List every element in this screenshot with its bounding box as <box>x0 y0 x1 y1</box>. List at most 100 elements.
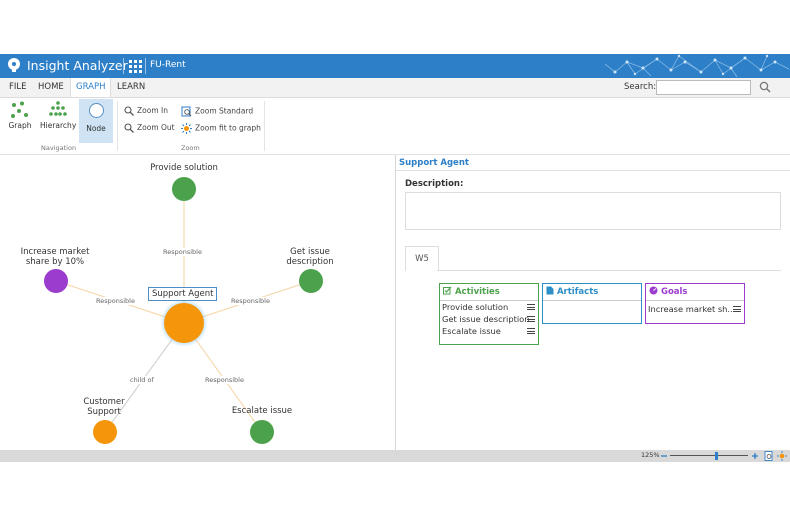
node-label-increase-market-2: share by 10% <box>25 257 85 267</box>
node-label-increase-market: Increase market <box>20 247 90 257</box>
title-divider <box>145 58 146 74</box>
zoom-in-button[interactable]: Zoom In <box>124 106 168 116</box>
project-name[interactable]: FU-Rent <box>150 60 186 70</box>
goal-item[interactable]: Increase market sh... <box>646 303 744 315</box>
edge-label: Responsible <box>205 376 244 384</box>
details-panel: Support Agent Description: W5 Activities… <box>396 155 790 450</box>
network-decoration-icon <box>605 54 790 78</box>
search-label: Search: <box>624 82 657 92</box>
navigation-group-label: Navigation <box>41 144 77 152</box>
graph-canvas[interactable]: Provide solution Increase market share b… <box>0 155 395 450</box>
artifacts-header: Artifacts <box>543 284 641 301</box>
item-menu-icon[interactable] <box>527 328 535 334</box>
item-menu-icon[interactable] <box>527 316 535 322</box>
activity-item[interactable]: Provide solution <box>440 301 538 313</box>
menu-bar: FILE HOME GRAPH LEARN Search: <box>0 78 790 98</box>
node-label-get-issue-2: description <box>286 257 334 267</box>
goal-item-label: Increase market sh... <box>648 304 736 314</box>
activity-item-label: Provide solution <box>442 302 509 312</box>
title-bar: Insight Analyzer FU-Rent <box>0 54 790 78</box>
node-provide-solution[interactable] <box>172 177 196 201</box>
search-input[interactable] <box>656 80 751 95</box>
zoom-fit-button[interactable]: Zoom fit to graph <box>181 123 261 134</box>
activity-item-label: Get issue description <box>442 314 530 324</box>
zoom-out-label: Zoom Out <box>137 123 175 132</box>
edge-label: Responsible <box>231 297 270 305</box>
node-get-issue-description[interactable] <box>299 269 323 293</box>
zoom-slider-track[interactable] <box>670 455 748 456</box>
goals-card: Goals Increase market sh... <box>645 283 745 324</box>
activity-item[interactable]: Escalate issue <box>440 325 538 337</box>
graph-layout-icon <box>11 101 28 118</box>
node-customer-support[interactable] <box>93 420 117 444</box>
details-divider <box>396 170 790 171</box>
gauge-icon <box>649 286 658 295</box>
node-label-escalate-issue: Escalate issue <box>231 406 293 416</box>
activities-header: Activities <box>440 284 538 301</box>
document-icon <box>546 286 554 295</box>
search-icon[interactable] <box>759 81 771 93</box>
graph-view-label: Graph <box>8 121 32 130</box>
activities-card: Activities Provide solution Get issue de… <box>439 283 539 345</box>
zoom-minus-icon[interactable] <box>660 452 668 460</box>
activity-item[interactable]: Get issue description <box>440 313 538 325</box>
item-menu-icon[interactable] <box>733 306 741 312</box>
zoom-fit-icon[interactable] <box>777 451 787 461</box>
item-menu-icon[interactable] <box>527 304 535 310</box>
activities-title: Activities <box>454 287 500 297</box>
status-bar: 125% <box>0 450 790 462</box>
graph-edges <box>44 177 323 444</box>
app-title: Insight Analyzer <box>27 58 128 73</box>
graph-view-button[interactable]: Graph <box>6 101 34 130</box>
hierarchy-view-button[interactable]: Hierarchy <box>40 101 76 130</box>
edge-label: Responsible <box>96 297 135 305</box>
ribbon-divider <box>117 101 118 151</box>
description-label: Description: <box>405 179 464 189</box>
zoom-standard-icon <box>181 106 192 117</box>
node-label-customer-support: Customer <box>83 397 125 407</box>
ribbon: Graph Hierarchy Node Navigation Zoom In … <box>0 98 790 155</box>
activity-item-label: Escalate issue <box>442 326 501 336</box>
zoom-plus-icon[interactable] <box>751 452 759 460</box>
details-title: Support Agent <box>399 158 469 168</box>
node-support-agent[interactable] <box>164 303 204 343</box>
goals-title: Goals <box>660 287 688 297</box>
hierarchy-view-label: Hierarchy <box>40 121 77 130</box>
edge-label: child of <box>130 376 154 384</box>
zoom-percentage: 125% <box>641 451 660 459</box>
menu-file[interactable]: FILE <box>9 82 27 92</box>
tab-w5[interactable]: W5 <box>405 246 439 271</box>
zoom-fit-label: Zoom fit to graph <box>195 123 261 133</box>
node-escalate-issue[interactable] <box>250 420 274 444</box>
zoom-out-icon <box>124 123 134 133</box>
menu-graph[interactable]: GRAPH <box>70 78 112 97</box>
panel-splitter[interactable] <box>395 155 396 450</box>
description-field[interactable] <box>405 192 781 230</box>
menu-home[interactable]: HOME <box>38 82 64 92</box>
apps-grid-icon[interactable] <box>129 60 142 73</box>
node-label-customer-support-2: Support <box>87 407 121 417</box>
title-divider <box>123 58 124 74</box>
tab-divider <box>437 270 781 271</box>
node-view-button[interactable]: Node <box>79 99 113 143</box>
hierarchy-layout-icon <box>49 101 67 116</box>
zoom-fit-icon <box>181 123 192 134</box>
zoom-slider-thumb[interactable] <box>715 452 718 460</box>
artifacts-title: Artifacts <box>556 287 599 297</box>
node-increase-market[interactable] <box>44 269 68 293</box>
menu-learn[interactable]: LEARN <box>117 82 146 92</box>
node-label-provide-solution: Provide solution <box>150 163 218 173</box>
zoom-out-button[interactable]: Zoom Out <box>124 123 175 133</box>
node-label-get-issue: Get issue <box>290 247 330 257</box>
artifacts-card: Artifacts <box>542 283 642 324</box>
app-window: Insight Analyzer FU-Rent FILE HOME GR <box>0 54 790 462</box>
node-view-label: Node <box>86 124 106 133</box>
zoom-standard-icon[interactable] <box>764 451 774 461</box>
ribbon-divider <box>264 101 265 151</box>
app-logo-icon <box>8 58 20 72</box>
edge-label: Responsible <box>163 248 202 256</box>
goals-header: Goals <box>646 284 744 301</box>
node-label-support-agent[interactable]: Support Agent <box>148 287 218 301</box>
zoom-in-icon <box>124 106 134 116</box>
zoom-standard-button[interactable]: Zoom Standard <box>181 106 253 117</box>
